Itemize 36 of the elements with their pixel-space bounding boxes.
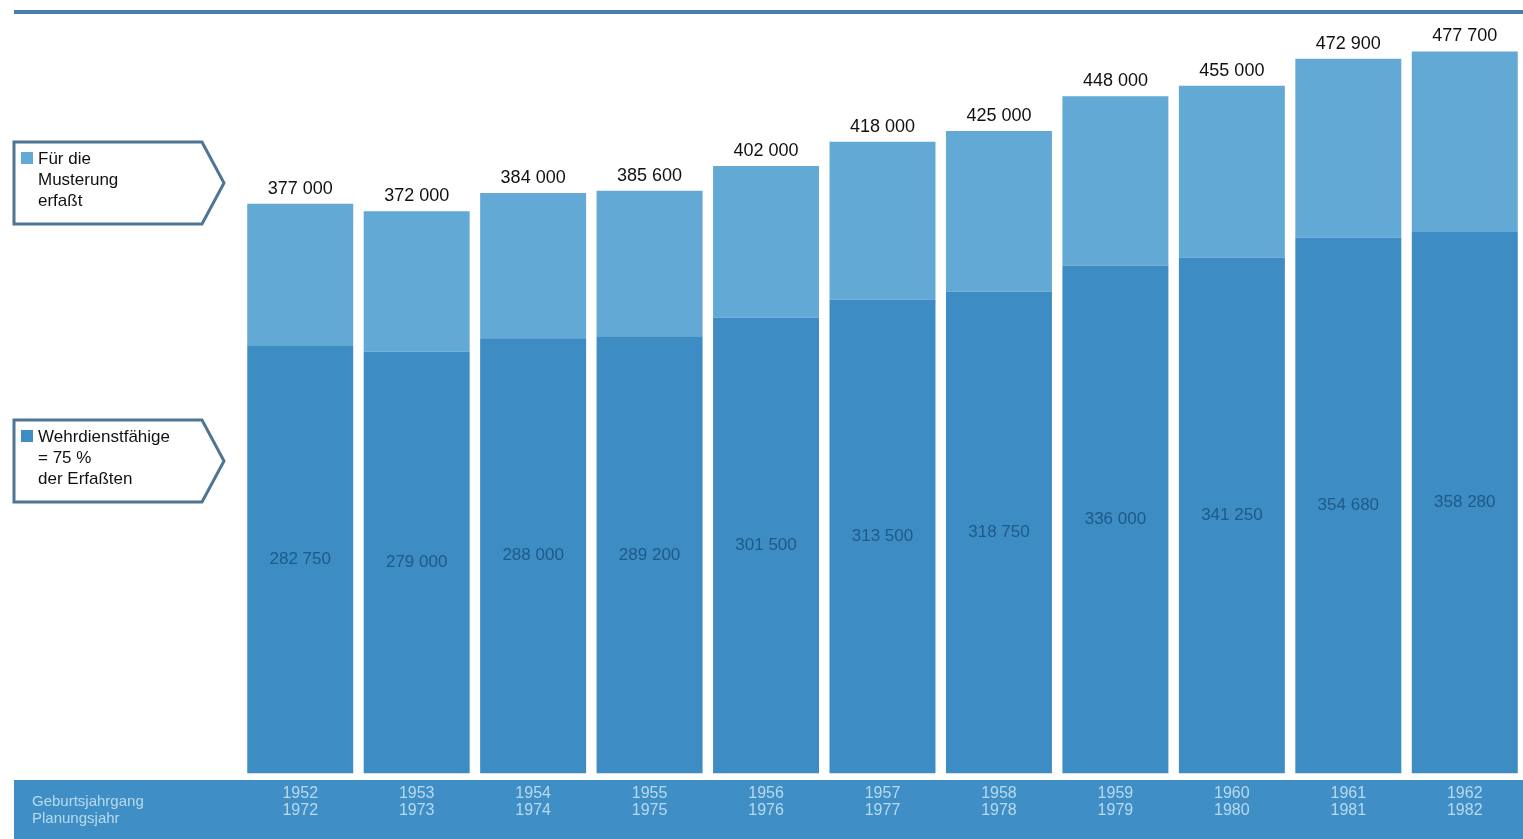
total-label: 455 000 (1199, 59, 1265, 80)
x-tick-label: 1952 1972 (282, 784, 319, 819)
data-label: 288 000 (502, 545, 564, 565)
text: Geburtsjahrgang Planungsjahr (32, 792, 144, 826)
total-label: 472 900 (1315, 32, 1381, 53)
data-label: 289 200 (618, 544, 681, 564)
x-tick-label: 1956 1976 (748, 784, 784, 819)
data-label: 354 680 (1317, 495, 1380, 515)
total-label: 372 000 (384, 185, 450, 206)
data-label: 318 750 (968, 522, 1030, 542)
data-label: 282 750 (269, 549, 331, 569)
data-label: 358 280 (1434, 492, 1496, 512)
x-tick-label: 1962 1982 (1446, 784, 1483, 819)
x-tick-label: 1959 1979 (1097, 784, 1134, 819)
data-label: 313 500 (851, 526, 914, 546)
x-tick-label: 1960 1980 (1214, 784, 1250, 819)
total-label: 477 700 (1432, 25, 1498, 46)
x-tick-label: 1954 1974 (515, 784, 552, 819)
total-label: 448 000 (1082, 70, 1148, 91)
x-tick-label: 1953 1973 (398, 784, 435, 819)
data-label: 279 000 (385, 552, 448, 572)
x-tick-label: 1961 1981 (1330, 784, 1367, 819)
x-tick-label: 1958 1978 (981, 784, 1017, 819)
legend-label: Wehrdienstfähige = 75 % der Erfaßten (38, 426, 170, 489)
total-label: 385 600 (617, 164, 683, 185)
total-label: 402 000 (733, 139, 799, 160)
total-label: 384 000 (500, 167, 566, 188)
x-tick-label: 1957 1977 (864, 784, 901, 819)
legend-label: Für die Musterung erfaßt (38, 148, 119, 211)
data-label: 336 000 (1084, 509, 1147, 529)
x-tick-label: 1955 1975 (631, 784, 668, 819)
total-label: 418 000 (849, 115, 916, 136)
data-label: 341 250 (1201, 505, 1263, 525)
data-label: 301 500 (735, 535, 797, 555)
total-label: 425 000 (966, 105, 1032, 126)
total-label: 377 000 (267, 177, 333, 198)
